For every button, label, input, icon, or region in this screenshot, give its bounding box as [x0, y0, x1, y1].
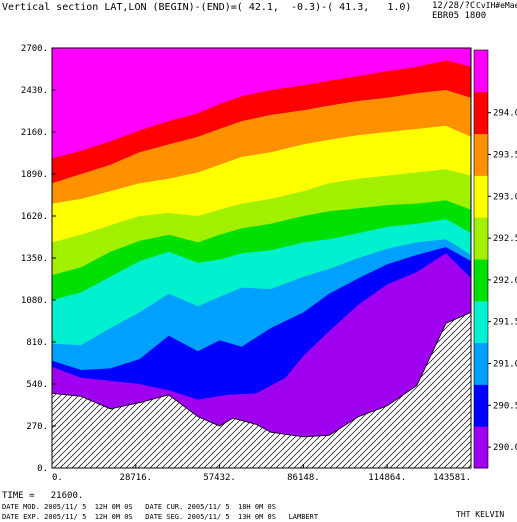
date-line-1: DATE MOD. 2005/11/ 5 12H 0M 0S DATE CUR.…: [2, 503, 276, 511]
colorbar-label: 290.5: [493, 401, 517, 411]
colorbar-label: 290.0: [493, 443, 517, 453]
x-tick-label: 114864.: [368, 473, 406, 483]
colorbar-swatch: [474, 217, 488, 260]
colorbar-swatch: [474, 384, 488, 427]
colorbar-frame: [473, 49, 489, 469]
y-tick-label: 2430.: [21, 86, 48, 96]
terrain: [52, 311, 471, 468]
code-label: CvIH#eMae: [476, 1, 517, 10]
colorbar-swatch: [474, 133, 488, 176]
y-tick-label: 270.: [26, 422, 48, 432]
colorbar-label: 291.5: [493, 318, 517, 328]
y-tick-label: 1350.: [21, 254, 48, 264]
colorbar-swatch: [474, 300, 488, 344]
x-tick-label: 0.: [52, 473, 63, 483]
page-title: Vertical section LAT,LON (BEGIN)-(END)=(…: [2, 2, 412, 13]
x-tick-label: 28716.: [120, 473, 153, 483]
colorbar-label: 293.0: [493, 192, 517, 202]
y-tick-label: 2700.: [21, 44, 48, 54]
x-tick-label: 143581.: [433, 473, 471, 483]
x-tick-label: 86148.: [287, 473, 320, 483]
y-tick-label: 2160.: [21, 128, 48, 138]
colorbar-swatch: [474, 91, 488, 135]
colorbar-label: 294.0: [493, 109, 517, 119]
field-label: THT KELVIN: [456, 510, 505, 519]
x-tick-label: 57432.: [203, 473, 236, 483]
colorbar-label: 292.0: [493, 276, 517, 286]
y-tick-label: 540.: [26, 380, 48, 390]
time-label: TIME = 21600.: [2, 491, 84, 501]
colorbar-swatch: [474, 50, 488, 93]
colorbar-label: 292.5: [493, 234, 517, 244]
run-label: EBR05 1800: [432, 11, 487, 21]
colorbar-swatch: [474, 259, 488, 302]
colorbar-label: 293.5: [493, 151, 517, 161]
colorbar-swatch: [474, 342, 488, 385]
date-line-2: DATE EXP. 2005/11/ 5 12H 0M 0S DATE SEG.…: [2, 513, 319, 521]
y-tick-label: 0.: [37, 464, 48, 474]
y-tick-label: 1080.: [21, 296, 48, 306]
y-tick-label: 1890.: [21, 170, 48, 180]
y-tick-label: 1620.: [21, 212, 48, 222]
date-label: 12/28/?C: [432, 1, 476, 11]
colorbar-label: 291.0: [493, 360, 517, 370]
y-tick-label: 810.: [26, 338, 48, 348]
colorbar-swatch: [474, 175, 488, 218]
colorbar-swatch: [474, 426, 488, 469]
